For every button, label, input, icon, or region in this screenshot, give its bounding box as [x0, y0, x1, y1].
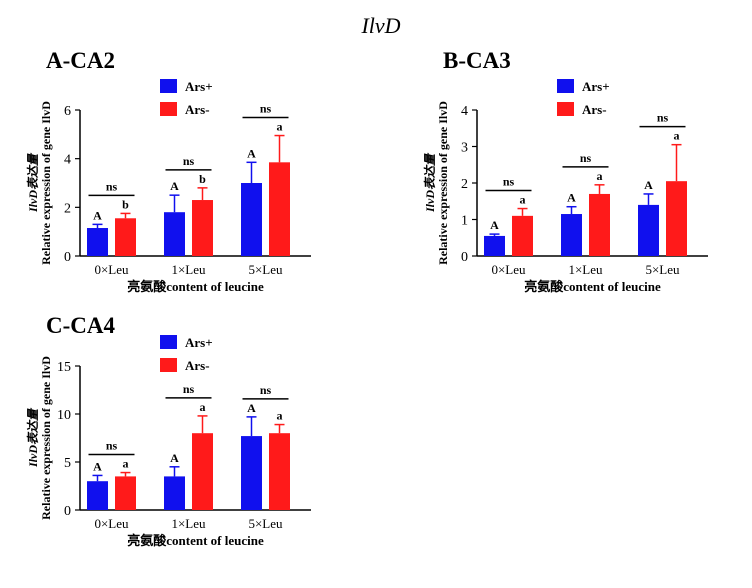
legend-label: Ars+ — [185, 335, 213, 350]
x-axis-label: 亮氨酸content of leucine — [127, 279, 264, 294]
bar — [164, 212, 185, 256]
comparison-label: ns — [503, 175, 515, 189]
legend-swatch — [160, 358, 177, 372]
x-tick-label: 0×Leu — [94, 516, 129, 531]
bar — [484, 235, 505, 256]
chart-panel-2: B-CA3 0 1 2 3 4 Relative expression of gene Il… — [423, 48, 708, 294]
y-tick-label: 4 — [64, 153, 71, 168]
bar — [87, 481, 108, 510]
significance-letter: A — [93, 459, 102, 473]
legend-swatch — [160, 102, 177, 116]
x-tick-label: 5×Leu — [248, 516, 283, 531]
legend-swatch — [557, 102, 574, 116]
bar — [638, 204, 659, 256]
figure-title: IlvD — [360, 13, 400, 38]
y-axis-label-cn: IlvD表达量 — [26, 407, 40, 468]
x-tick-label: 1×Leu — [171, 516, 206, 531]
panel-title: A-CA2 — [46, 48, 115, 73]
y-tick-label: 2 — [461, 177, 468, 192]
comparison-label: ns — [106, 439, 118, 453]
significance-letter: a — [277, 120, 283, 134]
bar — [192, 433, 213, 510]
y-axis-label-cn: IlvD表达量 — [423, 152, 437, 213]
bar — [115, 218, 136, 256]
x-tick-label: 0×Leu — [491, 262, 526, 277]
y-tick-label: 3 — [461, 141, 468, 156]
legend-swatch — [160, 335, 177, 349]
bar — [115, 476, 136, 510]
panel-title: B-CA3 — [443, 48, 511, 73]
significance-letter: A — [170, 451, 179, 465]
comparison-label: ns — [580, 151, 592, 165]
comparison-label: ns — [657, 111, 669, 125]
y-tick-label: 0 — [64, 504, 71, 519]
bar — [561, 214, 582, 256]
bar — [164, 476, 185, 510]
bar — [241, 183, 262, 256]
significance-letter: a — [674, 129, 680, 143]
significance-letter: a — [520, 193, 526, 207]
y-tick-label: 4 — [461, 104, 468, 119]
significance-letter: A — [567, 191, 576, 205]
y-tick-label: 2 — [64, 201, 71, 216]
y-tick-label: 0 — [64, 250, 71, 265]
comparison-label: ns — [260, 102, 272, 116]
x-tick-label: 5×Leu — [645, 262, 680, 277]
y-tick-label: 0 — [461, 250, 468, 265]
bar — [589, 193, 610, 256]
legend-label: Ars- — [185, 102, 210, 117]
bar — [87, 228, 108, 256]
significance-letter: b — [122, 197, 129, 211]
y-tick-label: 1 — [461, 214, 468, 229]
bar — [269, 162, 290, 256]
significance-letter: A — [490, 218, 499, 232]
x-tick-label: 1×Leu — [568, 262, 603, 277]
legend-swatch — [160, 79, 177, 93]
significance-letter: A — [247, 401, 256, 415]
x-tick-label: 0×Leu — [94, 262, 129, 277]
bar — [512, 215, 533, 256]
significance-letter: A — [247, 146, 256, 160]
x-tick-label: 1×Leu — [171, 262, 206, 277]
comparison-label: ns — [183, 154, 195, 168]
x-tick-label: 5×Leu — [248, 262, 283, 277]
y-tick-label: 5 — [64, 456, 71, 471]
comparison-label: ns — [106, 179, 118, 193]
significance-letter: A — [93, 208, 102, 222]
significance-letter: a — [597, 169, 603, 183]
comparison-label: ns — [183, 382, 195, 396]
panel-title: C-CA4 — [46, 313, 115, 338]
legend-label: Ars+ — [185, 79, 213, 94]
bar — [666, 181, 687, 256]
y-axis-label: Relative expression of gene IlvD — [436, 101, 450, 265]
significance-letter: a — [123, 457, 129, 471]
x-axis-label: 亮氨酸content of leucine — [127, 533, 264, 548]
y-axis-label-cn: IlvD表达量 — [26, 152, 40, 213]
legend-label: Ars- — [185, 358, 210, 373]
chart-panel-3: C-CA4 0 5 10 15 Relative expression of gene I… — [26, 313, 311, 548]
significance-letter: b — [199, 172, 206, 186]
significance-letter: a — [200, 400, 206, 414]
chart-panel-1: A-CA2 0 2 4 6 Relative expression of gene Ilv… — [26, 48, 311, 294]
y-tick-label: 15 — [57, 360, 71, 375]
y-tick-label: 6 — [64, 104, 71, 119]
significance-letter: a — [277, 409, 283, 423]
legend-swatch — [557, 79, 574, 93]
y-tick-label: 10 — [57, 408, 71, 423]
bar — [269, 433, 290, 510]
comparison-label: ns — [260, 383, 272, 397]
legend-label: Ars+ — [582, 79, 610, 94]
legend-label: Ars- — [582, 102, 607, 117]
x-axis-label: 亮氨酸content of leucine — [524, 279, 661, 294]
significance-letter: A — [170, 179, 179, 193]
bar — [241, 436, 262, 510]
y-axis-label: Relative expression of gene IlvD — [39, 356, 53, 520]
bar — [192, 200, 213, 256]
y-axis-label: Relative expression of gene IlvD — [39, 101, 53, 265]
significance-letter: A — [644, 178, 653, 192]
